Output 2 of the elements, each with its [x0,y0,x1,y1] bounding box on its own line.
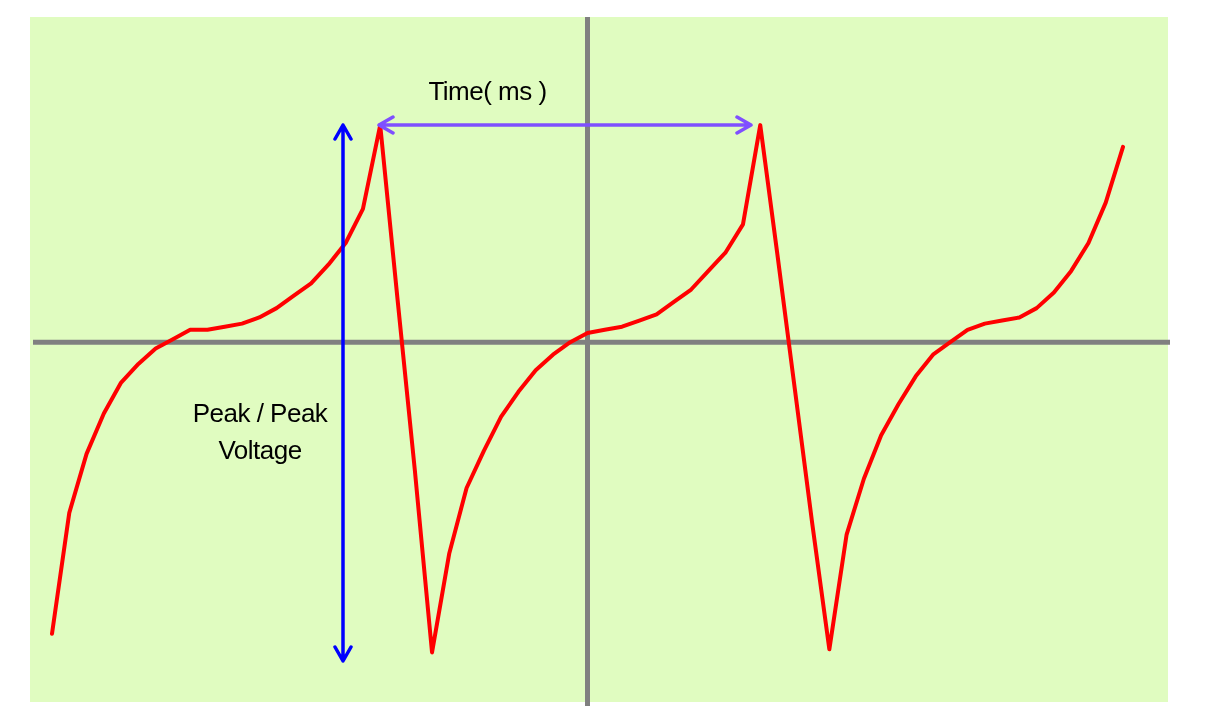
annotation: Peak / Peak Voltage [191,397,329,467]
text: Time( ms ) [427,75,548,108]
